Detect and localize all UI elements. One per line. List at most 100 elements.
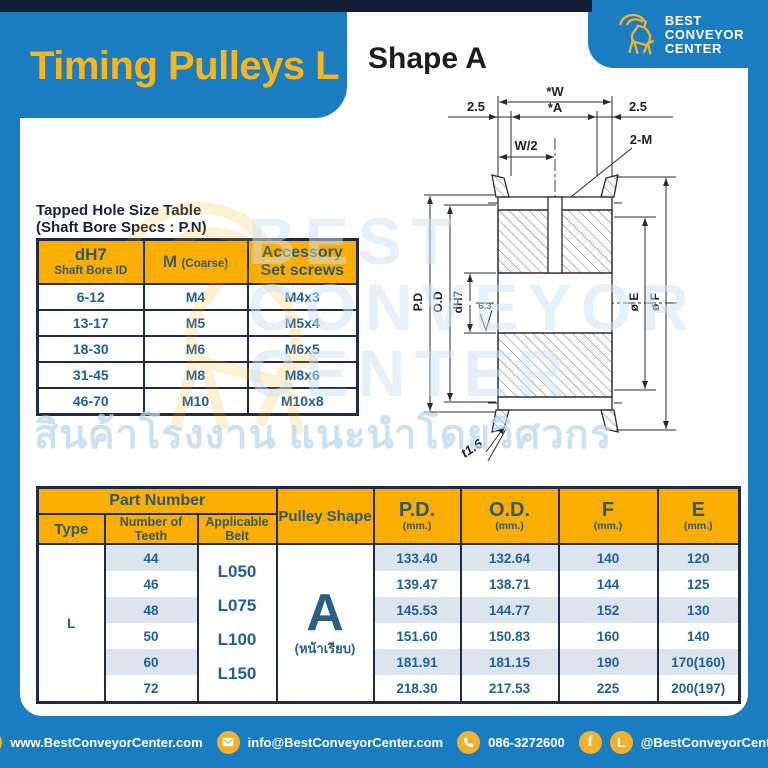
e-header-unit: (mm.) — [683, 519, 713, 532]
table-row: 18-30 M6 M6x5 — [36, 335, 359, 363]
bore-header-main: dH7 — [74, 245, 107, 265]
footer-email[interactable]: info@BestConveyorCenter.com — [247, 734, 444, 750]
teeth-header: Number of Teeth — [103, 513, 199, 545]
e-header: E (mm.) — [656, 486, 741, 545]
f-value: 190 — [557, 649, 659, 675]
teeth-value: 60 — [103, 649, 199, 675]
teeth-value: 44 — [103, 544, 199, 571]
pd-header-unit: (mm.) — [402, 519, 432, 532]
bore-range: 13-17 — [36, 309, 145, 337]
od-value: 181.15 — [459, 649, 560, 675]
tapped-table-title-line1: Tapped Hole Size Table — [36, 202, 202, 219]
f-value: 144 — [557, 571, 659, 597]
pd-header: P.D. (mm.) — [372, 486, 462, 545]
table-row: 48 145.53 144.77 152 130 — [38, 597, 741, 623]
dim-bore-label: dH7 — [451, 290, 465, 313]
belt-item: L075 — [217, 596, 257, 615]
dim-tap-label: 2-M — [630, 132, 652, 147]
pulley-spec-table: Part Number Pulley Shape P.D. (mm.) O.D.… — [36, 486, 741, 704]
footer-social[interactable]: @BestConveyorCenter — [640, 734, 768, 750]
belt-item: L150 — [217, 664, 257, 683]
set-screw: M6x5 — [246, 335, 359, 363]
teeth-value: 48 — [103, 597, 199, 623]
page-title: Timing Pulleys L — [30, 43, 340, 88]
bore-range: 18-30 — [36, 335, 145, 363]
bore-range: 31-45 — [36, 361, 145, 389]
brand-line-2: CONVEYOR — [664, 27, 745, 43]
bore-range: 6-12 — [36, 283, 145, 311]
od-value: 132.64 — [459, 544, 560, 571]
table-row: 50 151.60 150.83 160 140 — [38, 623, 741, 649]
dim-margin-right-label: 2.5 — [629, 99, 647, 114]
type-value: L — [36, 544, 106, 703]
od-value: 217.53 — [459, 675, 560, 703]
facebook-icon[interactable]: f — [578, 730, 602, 754]
goat-logo-icon — [618, 13, 655, 55]
pd-value: 145.53 — [372, 597, 462, 623]
dim-e-label: ø E — [627, 293, 641, 312]
accessory-header-line2: Set screws — [260, 262, 345, 279]
tapped-header-row: dH7 Shaft Bore ID M (Coarse) Accessory S… — [36, 238, 359, 285]
e-value: 130 — [656, 597, 741, 623]
pd-value: 133.40 — [372, 544, 462, 571]
tapped-col-bore: dH7 Shaft Bore ID — [36, 238, 145, 285]
set-screw: M10x8 — [246, 387, 359, 416]
e-header-label: E — [691, 498, 705, 521]
belt-header: Applicable Belt — [196, 513, 278, 545]
m-size: M6 — [142, 335, 249, 363]
e-value: 200(197) — [656, 675, 741, 703]
table-row: 72 218.30 217.53 225 200(197) — [38, 675, 741, 703]
dim-w-label: *W — [546, 84, 564, 99]
pd-value: 218.30 — [372, 675, 462, 703]
brand-line-1: BEST — [664, 13, 702, 29]
m-size: M8 — [142, 361, 249, 389]
e-value: 120 — [656, 544, 741, 571]
m-size: M4 — [142, 283, 249, 311]
top-navy-strip — [0, 0, 592, 12]
set-screw: M5x4 — [246, 309, 359, 337]
tapped-table-title-line2: (Shaft Bore Specs : P.N) — [36, 219, 207, 237]
brand-line-3: CENTER — [664, 40, 722, 56]
od-value: 138.71 — [459, 571, 560, 597]
tapped-col-accessory: Accessory Set screws — [246, 238, 359, 285]
spec-header-row-1: Part Number Pulley Shape P.D. (mm.) O.D.… — [36, 486, 741, 545]
dim-margin-left-label: 2.5 — [467, 99, 485, 114]
dim-thickness-label: t1.6 — [458, 435, 486, 460]
table-row: 60 181.91 181.15 190 170(160) — [38, 649, 741, 675]
belt-item: L100 — [217, 630, 257, 649]
shape-sub-thai: (หน้าเรียบ) — [294, 640, 356, 656]
set-screw: M8x6 — [246, 361, 359, 389]
brand-wordmark: BEST CONVEYOR CENTER — [665, 14, 744, 56]
bore-header-sub: Shaft Bore ID — [54, 264, 128, 277]
accessory-header-line1: Accessory — [261, 243, 343, 261]
dim-a-label: *A — [548, 100, 563, 115]
od-header-unit: (mm.) — [495, 519, 524, 532]
bore-range: 46-70 — [36, 387, 145, 416]
m-header-main: M — [162, 251, 178, 271]
brand-logo: BEST CONVEYOR CENTER — [588, 0, 768, 68]
belt-list-cell: L050 L075 L100 L150 — [196, 544, 278, 703]
shape-heading: Shape A — [368, 42, 487, 75]
type-header: Type — [36, 513, 106, 545]
footer-website[interactable]: www.BestConveyorCenter.com — [10, 734, 203, 750]
dim-half-w-label: W/2 — [514, 138, 537, 153]
surface-finish-label: 6.3 — [478, 301, 491, 312]
shape-letter: A — [306, 584, 344, 643]
e-value: 140 — [656, 623, 741, 649]
e-value: 170(160) — [656, 649, 741, 675]
table-row: 13-17 M5 M5x4 — [36, 309, 359, 337]
table-row: L 44 L050 L075 L100 L150 A (หน้าเรียบ) 1… — [36, 544, 741, 703]
teeth-value: 50 — [103, 623, 199, 649]
f-value: 140 — [557, 544, 659, 571]
line-icon[interactable]: L — [609, 730, 633, 754]
email-icon — [216, 730, 240, 754]
footer-phone[interactable]: 086-3272600 — [488, 734, 565, 750]
m-header-sub: (Coarse) — [181, 257, 229, 270]
phone-icon — [457, 730, 481, 754]
f-value: 225 — [557, 675, 659, 703]
f-header-label: F — [601, 498, 615, 521]
f-header-unit: (mm.) — [593, 519, 623, 532]
table-row: 31-45 M8 M8x6 — [36, 361, 359, 389]
f-header: F (mm.) — [557, 486, 659, 545]
